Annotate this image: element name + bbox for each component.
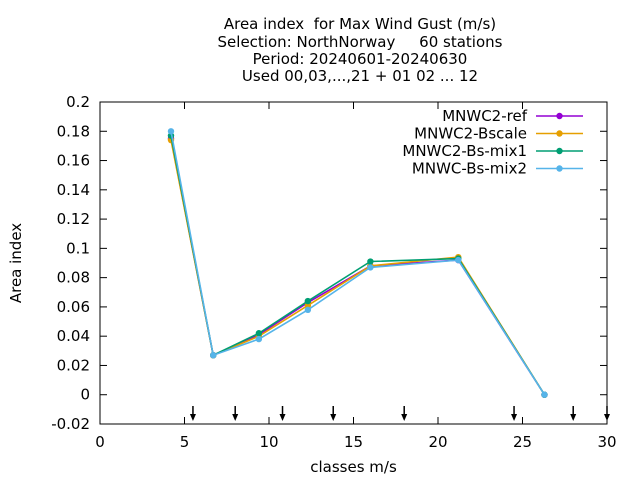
legend-entry: MNWC2-ref	[442, 107, 583, 125]
legend-marker	[556, 147, 563, 155]
x-tick-label: 25	[513, 433, 532, 451]
legend-entry: MNWC2-Bs-mix1	[402, 142, 583, 160]
data-point	[255, 335, 263, 343]
y-tick-label: 0.16	[57, 152, 90, 170]
class-marker-arrow	[330, 406, 337, 421]
y-tick-label: 0	[80, 386, 90, 404]
y-tick-label: 0.06	[57, 298, 90, 316]
y-tick-label: 0.08	[57, 269, 90, 287]
y-tick-label: 0.14	[57, 181, 90, 199]
title-line-1: Area index for Max Wind Gust (m/s)	[223, 15, 497, 33]
arrow-head	[401, 414, 408, 421]
class-marker-arrow	[189, 406, 196, 421]
data-point	[541, 391, 548, 398]
legend-marker	[556, 112, 563, 120]
title-line-4: Used 00,03,...,21 + 01 02 ... 12	[241, 67, 479, 85]
y-tick-label: 0.1	[66, 239, 90, 257]
class-marker-arrow	[279, 406, 286, 421]
data-point	[304, 306, 312, 314]
data-point	[255, 330, 263, 337]
x-tick-label: 10	[259, 433, 278, 451]
legend-entry: MNWC2-Bscale	[414, 125, 583, 143]
title-line-3: Period: 20240601-20240630	[252, 50, 468, 68]
legend: MNWC2-refMNWC2-BscaleMNWC2-Bs-mix1MNWC-B…	[402, 107, 583, 178]
class-marker-arrow	[232, 406, 239, 421]
y-tick-label: 0.18	[57, 122, 90, 140]
data-point	[304, 297, 312, 305]
title-line-2: Selection: NorthNorway 60 stations	[217, 33, 503, 51]
class-marker-arrow	[401, 406, 408, 421]
x-tick-label: 15	[344, 433, 363, 451]
arrow-head	[279, 414, 286, 421]
y-tick-label: 0.2	[66, 93, 90, 111]
legend-marker	[556, 130, 563, 137]
arrow-head	[232, 414, 239, 421]
y-tick-label: 0.04	[57, 327, 90, 345]
data-point	[455, 256, 462, 264]
class-marker-arrow	[511, 406, 518, 421]
arrow-head	[511, 414, 518, 421]
axis-tick-layer: -0.02 0 0.02 0.04 0.06 0.08 0.1 0.12 0.14 0.16 0.1…	[51, 93, 616, 451]
x-axis-label: classes m/s	[310, 458, 397, 476]
y-tick-label: 0.12	[57, 210, 90, 228]
data-point	[167, 128, 175, 135]
legend-label: MNWC2-Bs-mix1	[402, 142, 527, 160]
x-tick-label: 0	[95, 433, 105, 451]
series-mnwc-bs-mix2	[167, 128, 548, 398]
x-tick-label: 20	[428, 433, 447, 451]
data-point	[367, 264, 374, 271]
series-layer	[167, 128, 548, 398]
class-marker-arrow	[570, 406, 577, 421]
legend-label: MNWC2-ref	[442, 107, 527, 125]
data-point	[304, 302, 312, 309]
legend-label: MNWC2-Bscale	[414, 125, 527, 143]
plot-frame	[99, 101, 608, 425]
class-marker-layer	[189, 406, 610, 421]
legend-entry: MNWC-Bs-mix2	[412, 160, 583, 178]
arrow-head	[570, 414, 577, 421]
y-tick-label: -0.02	[51, 415, 90, 433]
arrow-head	[189, 414, 196, 421]
legend-label: MNWC-Bs-mix2	[412, 160, 527, 178]
arrow-head	[330, 414, 337, 421]
series-line	[170, 139, 546, 396]
x-tick-label: 5	[180, 433, 190, 451]
data-point	[367, 258, 374, 265]
y-axis-label: Area index	[7, 223, 25, 303]
y-tick-label: 0.02	[57, 356, 90, 374]
legend-marker	[556, 165, 563, 172]
x-tick-label: 30	[597, 433, 616, 451]
data-point	[210, 352, 217, 359]
